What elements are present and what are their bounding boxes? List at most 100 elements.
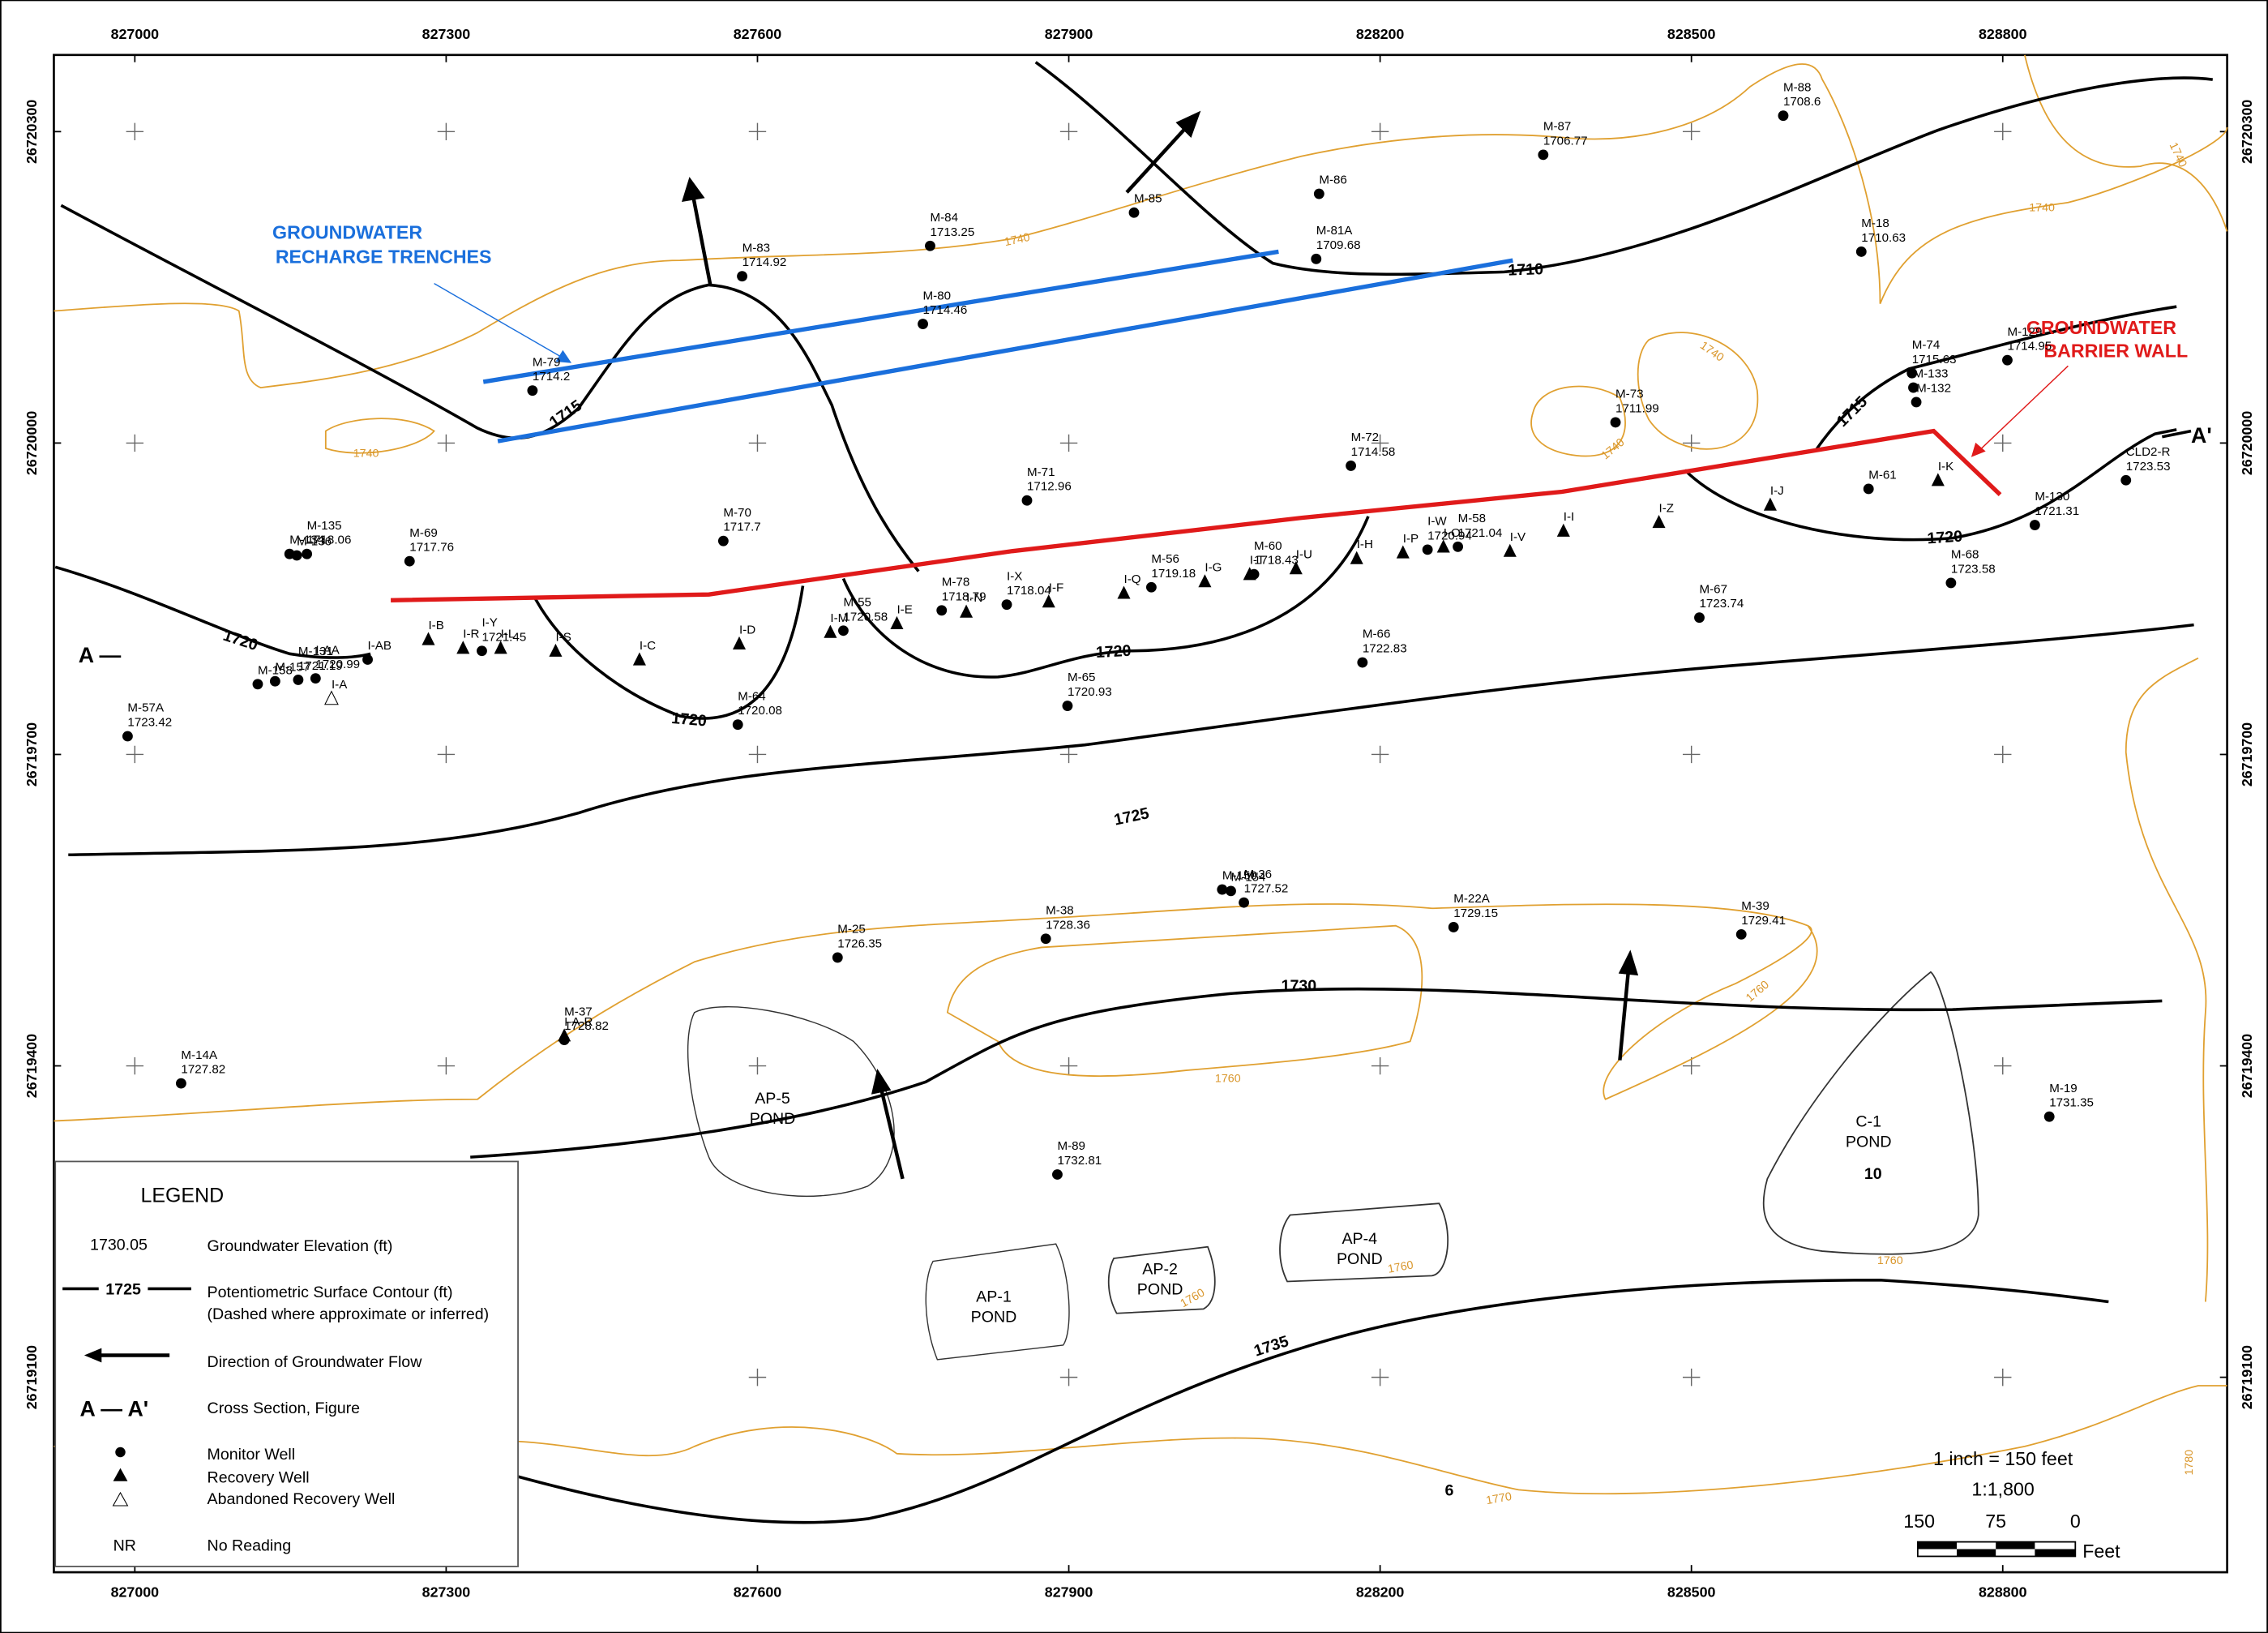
- section-label: A': [2191, 423, 2212, 448]
- grid-cross: [1371, 122, 1389, 141]
- monitor-well: [1863, 483, 1874, 495]
- well-name: M-67: [1699, 582, 1727, 596]
- x-coord-label: 828200: [1356, 1584, 1405, 1600]
- well-name: M-56: [1151, 552, 1179, 566]
- pond-name: AP-1: [976, 1288, 1012, 1305]
- legend-text: Direction of Groundwater Flow: [208, 1353, 423, 1371]
- recharge-trench: [497, 258, 1513, 444]
- recovery-well: [960, 604, 974, 618]
- well-name: I-AA: [315, 643, 340, 657]
- well-name: I-W: [1427, 515, 1447, 529]
- well-elevation: 1714.58: [1351, 445, 1396, 459]
- contour-label: 1710: [1508, 260, 1543, 280]
- abandoned-well: [324, 690, 339, 705]
- monitor-well: [2002, 354, 2013, 366]
- well-name: M-79: [533, 355, 561, 369]
- well-name: I-A-R: [564, 1015, 593, 1029]
- y-coord-label: 26720300: [2239, 100, 2255, 164]
- well-name: M-83: [742, 241, 771, 255]
- legend-text: Groundwater Elevation (ft): [208, 1237, 393, 1255]
- grid-cross: [437, 745, 456, 764]
- annotation: GROUNDWATER: [272, 221, 422, 242]
- grid-cross: [1682, 1057, 1701, 1075]
- well-elevation: 1717.7: [723, 521, 760, 534]
- well-name: I-S: [555, 630, 571, 644]
- well-name: M-66: [1363, 628, 1391, 641]
- well-name: I-H: [1357, 538, 1373, 551]
- well-name: M-58: [1458, 512, 1487, 525]
- monitor-well: [527, 385, 538, 396]
- barrier-wall: [391, 428, 2002, 602]
- flow-arrow: [1618, 968, 1631, 1061]
- well-name: I-P: [1403, 532, 1419, 546]
- well-name: I-L: [501, 628, 516, 641]
- pond-outline: [1279, 1202, 1449, 1283]
- well-elevation: 1720.99: [315, 658, 360, 671]
- callout-line: [434, 283, 565, 360]
- recovery-well: [1503, 543, 1517, 557]
- grid: 827000 827000 827300 827300 827600 827600 8279…: [24, 26, 2255, 1600]
- grid-cross: [1059, 122, 1078, 141]
- grid-cross: [126, 122, 144, 141]
- well-name: M-65: [1068, 671, 1096, 684]
- y-coord-label: 26719100: [24, 1345, 40, 1409]
- well-name: I-C: [640, 639, 656, 653]
- monitor-well: [1610, 417, 1621, 428]
- contour-line: [1813, 305, 2177, 452]
- well-name: M-88: [1783, 80, 1812, 94]
- grid-cross: [1059, 745, 1078, 764]
- pond-label: POND: [1137, 1281, 1183, 1299]
- topo-label: 1740: [1003, 231, 1031, 249]
- well-elevation: 1727.82: [181, 1063, 225, 1077]
- legend-text: Potentiometric Surface Contour (ft): [208, 1284, 453, 1301]
- recovery-well: [456, 641, 470, 654]
- well-elevation: 1713.25: [930, 225, 974, 239]
- well-elevation: 1732.81: [1057, 1154, 1102, 1168]
- recharge-trench: [482, 249, 1279, 384]
- annotation: GROUNDWATER: [2026, 317, 2176, 338]
- well-name: M-133: [1914, 367, 1949, 381]
- recovery-well: [422, 632, 435, 645]
- well-name: M-68: [1951, 548, 1979, 562]
- monitor-well: [293, 675, 304, 685]
- well-elevation: 1720.58: [843, 610, 888, 624]
- recovery-well: [1117, 585, 1131, 599]
- flow-arrow-head: [1175, 110, 1201, 138]
- legend: LEGEND 1730.05 Groundwater Elevation (ft…: [54, 1160, 519, 1567]
- well-elevation: 1726.35: [837, 937, 882, 950]
- well-name: I-Y: [481, 615, 497, 629]
- map-label: 10: [1864, 1165, 1882, 1183]
- pond-outline: [925, 1243, 1070, 1361]
- topo-line: [53, 63, 2228, 388]
- well-elevation: 1718.43: [1254, 554, 1299, 568]
- well-elevation: 1706.77: [1543, 134, 1588, 148]
- well-name: M-157: [275, 661, 310, 675]
- monitor-well: [477, 645, 487, 657]
- contour-label: 1730: [1282, 977, 1317, 995]
- scale-tick: 75: [1985, 1511, 2006, 1532]
- well-name: M-60: [1254, 539, 1282, 553]
- well-elevation: 1714.2: [533, 370, 570, 384]
- flow-arrow-head: [682, 177, 705, 202]
- well-name: M-64: [738, 689, 766, 703]
- x-coord-label: 828500: [1667, 26, 1716, 42]
- monitor-well: [832, 952, 843, 963]
- legend-symbol: [113, 1468, 128, 1481]
- well-name: I-D: [739, 623, 755, 636]
- monitor-well: [1062, 701, 1073, 711]
- pond-name: C-1: [1855, 1113, 1881, 1131]
- well-name: M-154: [1231, 870, 1266, 884]
- recovery-well: [890, 615, 904, 629]
- recovery-well: [494, 641, 507, 654]
- well-name: M-158: [258, 663, 293, 677]
- monitor-well: [2043, 1111, 2055, 1122]
- well-elevation: 1718.04: [1007, 584, 1051, 598]
- well-elevation: 1714.92: [742, 255, 787, 269]
- contour-line: [533, 585, 805, 720]
- monitor-well: [1448, 922, 1459, 932]
- well-elevation: 1731.35: [2049, 1096, 2094, 1110]
- scale-unit: Feet: [2082, 1541, 2120, 1562]
- pond-name: AP-2: [1142, 1261, 1178, 1279]
- grid-cross: [748, 434, 767, 452]
